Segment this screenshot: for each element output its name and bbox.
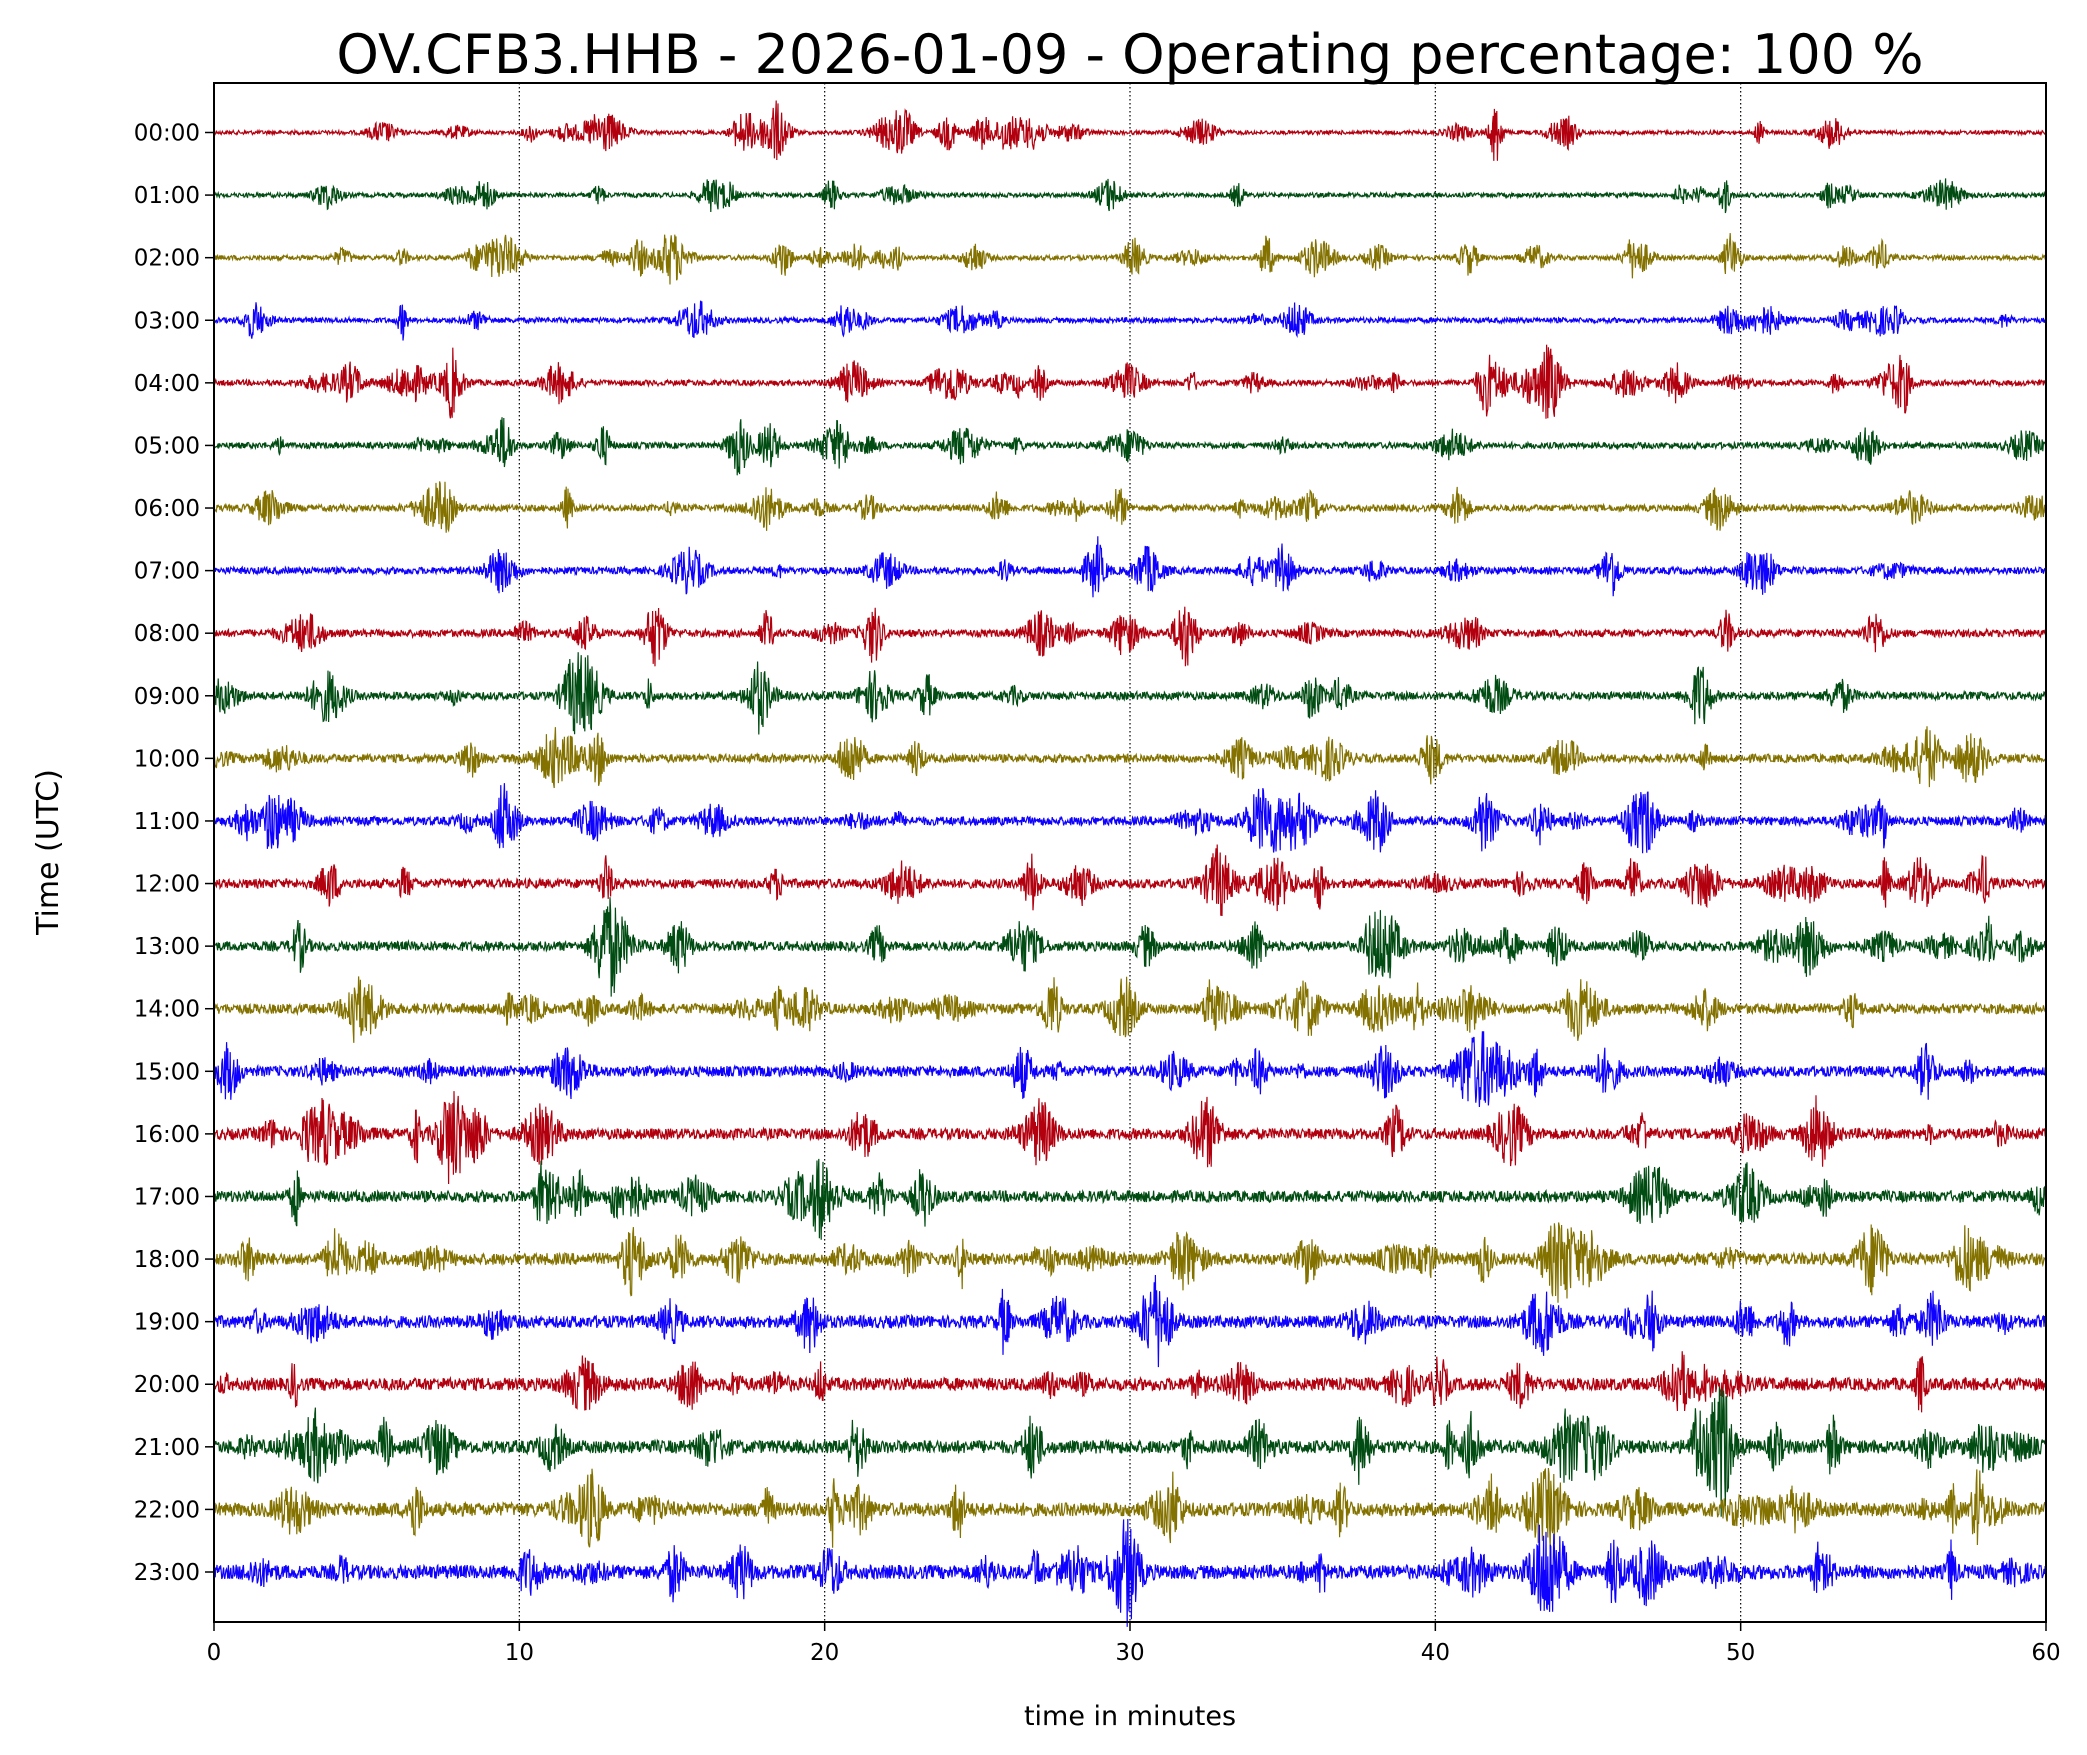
trace — [213, 783, 2047, 854]
y-tick-label: 20:00 — [134, 1372, 200, 1398]
x-axis-label: time in minutes — [1024, 1701, 1236, 1732]
trace — [213, 1386, 2047, 1517]
y-tick-label: 07:00 — [134, 559, 200, 585]
y-tick-label: 04:00 — [134, 371, 200, 397]
trace — [213, 417, 2047, 476]
y-tick-label: 14:00 — [134, 997, 200, 1023]
trace — [213, 1031, 2047, 1108]
y-tick-label: 15:00 — [134, 1059, 200, 1085]
trace — [213, 344, 2047, 419]
x-tick-label: 20 — [810, 1640, 839, 1666]
y-tick-label: 09:00 — [134, 684, 200, 710]
y-tick-label: 03:00 — [134, 308, 200, 334]
y-tick-label: 10:00 — [134, 746, 200, 772]
plot-frame — [213, 82, 2047, 1623]
y-tick-label: 05:00 — [134, 433, 200, 459]
x-tick-label: 40 — [1421, 1640, 1450, 1666]
x-tick-label: 60 — [2031, 1640, 2060, 1666]
trace — [213, 726, 2047, 789]
trace — [213, 976, 2047, 1043]
y-tick-label: 12:00 — [134, 872, 200, 898]
chart-title: OV.CFB3.HHB - 2026-01-09 - Operating per… — [336, 23, 1923, 86]
y-tick-label: 01:00 — [134, 183, 200, 209]
trace — [213, 1222, 2047, 1303]
trace — [213, 481, 2047, 533]
y-tick-label: 13:00 — [134, 934, 200, 960]
y-tick-label: 06:00 — [134, 496, 200, 522]
x-tick-label: 0 — [207, 1640, 222, 1666]
x-tick-label: 10 — [505, 1640, 534, 1666]
trace — [213, 300, 2047, 341]
y-tick-label: 16:00 — [134, 1122, 200, 1148]
y-tick-label: 18:00 — [134, 1247, 200, 1273]
trace — [213, 1518, 2047, 1627]
y-tick-label: 23:00 — [134, 1560, 200, 1586]
y-tick-label: 22:00 — [134, 1497, 200, 1523]
y-tick-label: 19:00 — [134, 1310, 200, 1336]
x-tick-label: 30 — [1115, 1640, 1144, 1666]
y-tick-label: 08:00 — [134, 621, 200, 647]
trace — [213, 100, 2047, 161]
trace — [213, 1467, 2047, 1549]
y-axis-label: Time (UTC) — [31, 769, 66, 936]
y-tick-label: 21:00 — [134, 1435, 200, 1461]
y-tick-label: 11:00 — [134, 809, 200, 835]
y-tick-label: 17:00 — [134, 1184, 200, 1210]
x-tick-label: 50 — [1726, 1640, 1755, 1666]
trace — [213, 606, 2047, 667]
trace — [213, 1351, 2047, 1413]
y-tick-label: 02:00 — [134, 246, 200, 272]
trace — [213, 652, 2047, 735]
trace — [213, 1158, 2047, 1240]
trace — [214, 897, 2047, 997]
y-tick-label: 00:00 — [134, 121, 200, 147]
trace — [213, 844, 2047, 917]
trace — [213, 1274, 2047, 1368]
trace — [213, 233, 2047, 285]
trace — [213, 536, 2047, 598]
trace — [213, 1091, 2047, 1185]
trace — [213, 178, 2047, 214]
